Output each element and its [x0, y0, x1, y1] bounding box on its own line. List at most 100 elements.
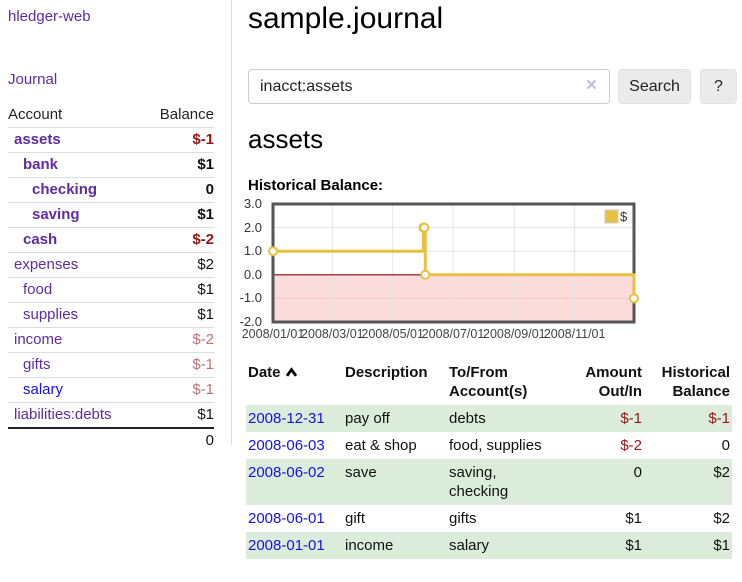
account-row: assets $-1 [8, 128, 214, 153]
transaction-description: eat & shop [343, 432, 447, 459]
account-row: supplies $1 [8, 303, 214, 328]
accounts-total-spacer [8, 428, 143, 453]
x-axis-label: 2008/09/01 [482, 327, 546, 341]
help-button[interactable]: ? [700, 69, 737, 104]
account-balance: $-1 [192, 131, 214, 148]
chart-title: Historical Balance: [248, 177, 383, 194]
transaction-accounts: gifts [447, 505, 567, 532]
accounts-header-account: Account [8, 103, 143, 128]
transaction-accounts: saving, checking [447, 459, 567, 505]
accounts-header-balance: Balance [143, 103, 214, 128]
account-link[interactable]: food [8, 281, 52, 298]
sort-ascending-icon[interactable] [285, 364, 298, 383]
y-axis-label: -2.0 [232, 314, 262, 329]
chart-x-axis: 2008/01/012008/03/012008/05/012008/07/01… [273, 327, 634, 343]
y-axis-label: 1.0 [232, 243, 262, 258]
account-balance: $-2 [192, 231, 214, 248]
account-link[interactable]: assets [8, 131, 61, 148]
transaction-accounts: debts [447, 405, 567, 432]
account-link[interactable]: expenses [8, 256, 78, 273]
search-bar: × Search ? [248, 69, 742, 104]
account-row: gifts $-1 [8, 353, 214, 378]
hledger-web-page: hledger-web Journal Account Balance asse… [0, 0, 742, 582]
nav-journal-link[interactable]: Journal [8, 71, 57, 88]
register-header-date-label: Date [248, 364, 281, 381]
account-balance: $-1 [192, 381, 214, 398]
transaction-row: 2008-01-01 income salary $1 $1 [246, 532, 732, 559]
account-balance: $1 [197, 406, 214, 423]
account-link[interactable]: cash [8, 231, 57, 248]
account-row: expenses $2 [8, 253, 214, 278]
transaction-accounts: salary [447, 532, 567, 559]
account-link[interactable]: saving [8, 206, 80, 223]
x-axis-label: 2008/07/01 [421, 327, 485, 341]
register-header-row: Date Description To/From Account(s) Amou… [246, 359, 732, 405]
transaction-row: 2008-06-01 gift gifts $1 $2 [246, 505, 732, 532]
transaction-amount: $-2 [620, 437, 642, 454]
transaction-amount: 0 [634, 464, 642, 481]
accounts-table-body: assets $-1 bank $1 checking 0 saving $1 … [8, 128, 214, 429]
search-input[interactable] [248, 69, 610, 104]
register-header-accounts: To/From Account(s) [447, 359, 567, 405]
account-row: cash $-2 [8, 228, 214, 253]
account-link[interactable]: bank [8, 156, 58, 173]
y-axis-label: 0.0 [232, 267, 262, 282]
x-axis-label: 2008/05/01 [361, 327, 425, 341]
account-row: saving $1 [8, 203, 214, 228]
account-row: salary $-1 [8, 378, 214, 403]
transaction-date-link[interactable]: 2008-01-01 [248, 537, 325, 554]
account-balance: $2 [197, 256, 214, 273]
transaction-balance: 0 [722, 437, 730, 454]
x-axis-label: 2008/03/01 [300, 327, 364, 341]
account-link[interactable]: supplies [8, 306, 78, 323]
transaction-date-link[interactable]: 2008-06-02 [248, 464, 325, 481]
transaction-row: 2008-06-03 eat & shop food, supplies $-2… [246, 432, 732, 459]
accounts-total-row: 0 [8, 428, 214, 453]
x-axis-label: 2008/01/01 [241, 327, 305, 341]
account-balance: $1 [197, 281, 214, 298]
register-table: Date Description To/From Account(s) Amou… [246, 359, 732, 559]
transaction-balance: $2 [713, 510, 730, 527]
transaction-description: pay off [343, 405, 447, 432]
accounts-table: Account Balance assets $-1 bank $1 check… [8, 103, 214, 453]
transaction-row: 2008-06-02 save saving, checking 0 $2 [246, 459, 732, 505]
y-axis-label: -1.0 [232, 290, 262, 305]
chart-legend: $ [605, 209, 628, 224]
account-row: liabilities:debts $1 [8, 403, 214, 429]
transaction-date-link[interactable]: 2008-06-01 [248, 510, 325, 527]
account-row: bank $1 [8, 153, 214, 178]
transaction-description: gift [343, 505, 447, 532]
account-link[interactable]: gifts [8, 356, 51, 373]
transaction-date-link[interactable]: 2008-12-31 [248, 410, 325, 427]
account-link[interactable]: checking [8, 181, 97, 198]
transaction-row: 2008-12-31 pay off debts $-1 $-1 [246, 405, 732, 432]
transaction-description: save [343, 459, 447, 505]
transaction-balance: $1 [713, 537, 730, 554]
clear-search-icon[interactable]: × [586, 76, 597, 96]
register-header-amount: Amount Out/In [567, 359, 644, 405]
page-title: sample.journal [248, 2, 443, 36]
register-header-date[interactable]: Date [246, 359, 343, 405]
search-button[interactable]: Search [618, 69, 691, 104]
chart-plot: $ [273, 204, 634, 322]
account-heading: assets [248, 124, 323, 155]
register-table-body: 2008-12-31 pay off debts $-1 $-1 2008-06… [246, 405, 732, 559]
main-content: sample.journal × Search ? assets Histori… [248, 0, 742, 582]
register-header-description: Description [343, 359, 447, 405]
transaction-amount: $1 [625, 510, 642, 527]
y-axis-label: 3.0 [232, 196, 262, 211]
app-title-link[interactable]: hledger-web [8, 8, 91, 25]
account-link[interactable]: salary [8, 381, 63, 398]
account-link[interactable]: income [8, 331, 62, 348]
chart-y-axis: 3.02.01.00.0-1.0-2.0 [236, 204, 266, 322]
y-axis-label: 2.0 [232, 220, 262, 235]
transaction-balance: $2 [713, 464, 730, 481]
transaction-description: income [343, 532, 447, 559]
transaction-accounts: food, supplies [447, 432, 567, 459]
account-balance: $1 [197, 206, 214, 223]
transaction-balance: $-1 [708, 410, 730, 427]
account-balance: $-2 [192, 331, 214, 348]
transaction-date-link[interactable]: 2008-06-03 [248, 437, 325, 454]
account-balance: $1 [197, 156, 214, 173]
account-link[interactable]: liabilities:debts [8, 406, 112, 423]
